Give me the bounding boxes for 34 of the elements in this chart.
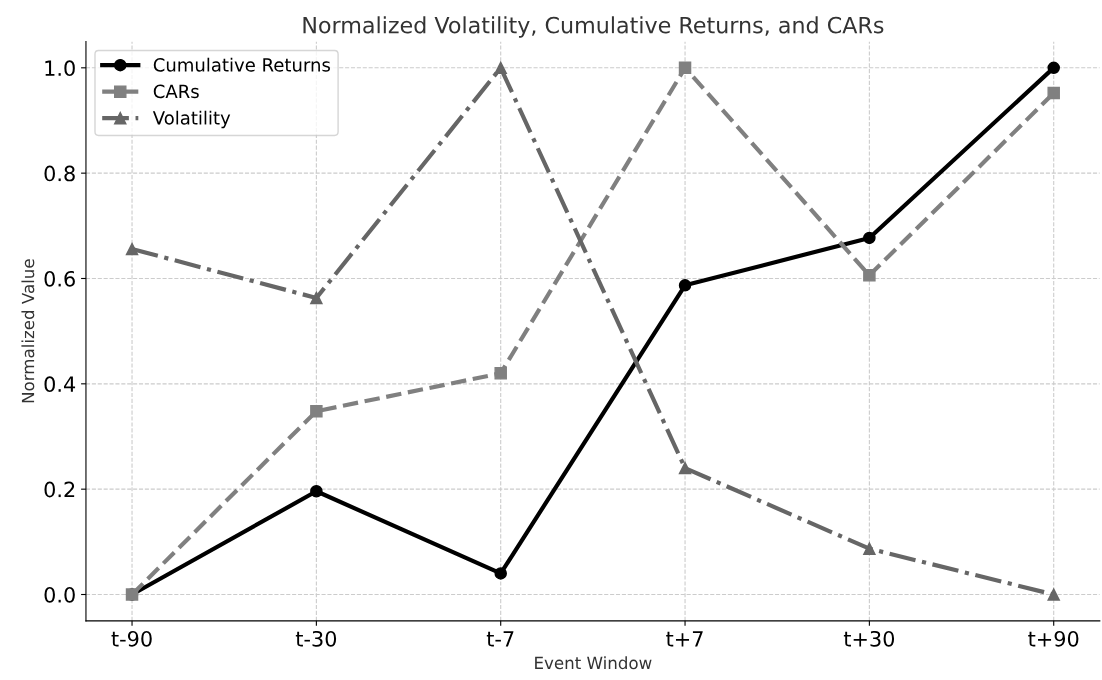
x-tick-label: t+7 [666, 631, 703, 647]
y-tick-label: 0.4 [44, 376, 76, 393]
x-tick-label: t+30 [843, 630, 895, 647]
point [678, 461, 692, 475]
point [863, 269, 876, 282]
chart-title: Normalized Volatility, Cumulative Returns, and CARs [303, 16, 884, 38]
point [863, 542, 876, 555]
point [678, 279, 692, 292]
y-tick-label: 0.6 [44, 270, 75, 287]
point [1047, 588, 1060, 601]
y-tick-label: 0.2 [44, 481, 75, 498]
point [494, 367, 507, 380]
y-tick-label: 0.8 [44, 165, 75, 182]
point [494, 61, 507, 75]
point [125, 242, 139, 256]
point [310, 291, 323, 305]
y-tick-label: 0.0 [44, 586, 75, 603]
legend-label: Cumulative Returns [153, 57, 330, 72]
x-tick-label: t-7 [486, 631, 514, 647]
x-tick-label: t-30 [295, 630, 337, 647]
point [678, 61, 692, 75]
x-axis-title: Event Window [535, 656, 652, 670]
point [494, 567, 507, 580]
point [310, 404, 323, 418]
legend-label: CARs [153, 84, 199, 99]
point [310, 485, 323, 498]
legend-label: Volatility [152, 110, 231, 129]
y-axis-title: Normalized Value [21, 259, 35, 403]
x-tick-label: t+90 [1028, 630, 1079, 647]
point [863, 231, 876, 245]
x-tick-label: t-90 [111, 630, 152, 647]
point [1047, 86, 1060, 100]
y-tick-label: 1.0 [45, 60, 75, 77]
point [1047, 61, 1060, 75]
